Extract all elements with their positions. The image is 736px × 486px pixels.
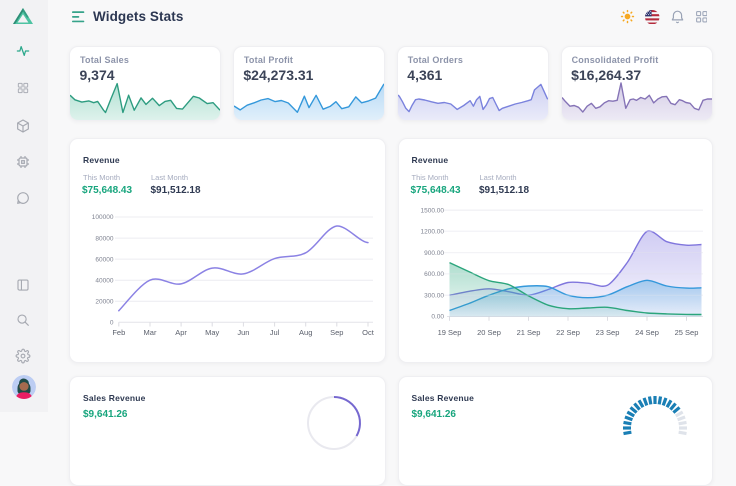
svg-text:600.00: 600.00 — [424, 271, 444, 278]
svg-text:21 Sep: 21 Sep — [516, 328, 540, 337]
svg-text:0.00: 0.00 — [431, 313, 444, 320]
svg-text:100000: 100000 — [92, 214, 114, 221]
svg-text:1500.00: 1500.00 — [420, 207, 444, 214]
svg-text:Apr: Apr — [175, 328, 187, 337]
svg-text:20000: 20000 — [95, 298, 113, 305]
svg-text:22 Sep: 22 Sep — [556, 328, 580, 337]
svg-text:Sep: Sep — [330, 328, 343, 337]
svg-text:900.00: 900.00 — [424, 249, 444, 256]
svg-text:Jun: Jun — [237, 328, 249, 337]
svg-text:80000: 80000 — [95, 235, 113, 242]
svg-text:Oct: Oct — [362, 328, 375, 337]
svg-text:23 Sep: 23 Sep — [595, 328, 619, 337]
svg-text:Jul: Jul — [270, 328, 280, 337]
svg-text:Mar: Mar — [144, 328, 157, 337]
svg-text:25 Sep: 25 Sep — [674, 328, 698, 337]
svg-text:40000: 40000 — [95, 277, 113, 284]
svg-text:300.00: 300.00 — [424, 292, 444, 299]
svg-text:0: 0 — [110, 319, 114, 326]
svg-text:20 Sep: 20 Sep — [477, 328, 501, 337]
svg-text:May: May — [205, 328, 219, 337]
svg-text:60000: 60000 — [95, 256, 113, 263]
svg-text:Feb: Feb — [112, 328, 125, 337]
svg-text:24 Sep: 24 Sep — [635, 328, 659, 337]
svg-text:19 Sep: 19 Sep — [437, 328, 461, 337]
svg-text:Aug: Aug — [299, 328, 312, 337]
svg-text:1200.00: 1200.00 — [420, 228, 444, 235]
